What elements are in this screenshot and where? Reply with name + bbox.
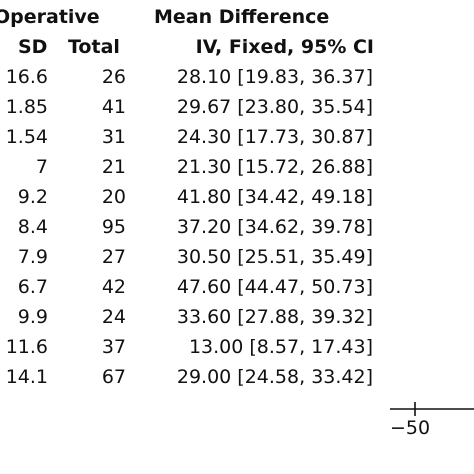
study-rows: 16.6 26 28.10 [19.83, 36.37] 1.85 41 29.67 [2… bbox=[0, 64, 474, 394]
mean-difference-value: 47.60 [44.47, 50.73] bbox=[176, 276, 373, 298]
total-value: 26 bbox=[101, 66, 126, 88]
sd-value: 9.9 bbox=[17, 306, 48, 328]
ci-column-header: IV, Fixed, 95% CI bbox=[195, 36, 374, 58]
mean-difference-value: 28.10 [19.83, 36.37] bbox=[176, 66, 373, 88]
axis-tick-label: −50 bbox=[390, 417, 431, 439]
total-value: 24 bbox=[101, 306, 126, 328]
study-row: 14.1 67 29.00 [24.58, 33.42] bbox=[0, 364, 474, 394]
total-value: 95 bbox=[101, 216, 126, 238]
total-value: 27 bbox=[101, 246, 126, 268]
total-value: 20 bbox=[101, 186, 126, 208]
sd-value: 16.6 bbox=[5, 66, 48, 88]
mean-difference-value: 24.30 [17.73, 30.87] bbox=[176, 126, 373, 148]
mean-difference-value: 29.00 [24.58, 33.42] bbox=[176, 366, 373, 388]
study-row: 9.9 24 33.60 [27.88, 39.32] bbox=[0, 304, 474, 334]
study-row: 1.54 31 24.30 [17.73, 30.87] bbox=[0, 124, 474, 154]
total-value: 42 bbox=[101, 276, 126, 298]
mean-difference-value: 37.20 [34.62, 39.78] bbox=[176, 216, 373, 238]
sd-value: 7 bbox=[35, 156, 48, 178]
column-group-header: Operative bbox=[0, 6, 100, 28]
sd-value: 11.6 bbox=[5, 336, 48, 358]
study-row: 6.7 42 47.60 [44.47, 50.73] bbox=[0, 274, 474, 304]
mean-difference-value: 29.67 [23.80, 35.54] bbox=[176, 96, 373, 118]
sd-value: 1.54 bbox=[5, 126, 48, 148]
mean-difference-value: 33.60 [27.88, 39.32] bbox=[176, 306, 373, 328]
sd-value: 1.85 bbox=[5, 96, 48, 118]
sd-value: 6.7 bbox=[17, 276, 48, 298]
total-value: 37 bbox=[101, 336, 126, 358]
mean-difference-value: 21.30 [15.72, 26.88] bbox=[176, 156, 373, 178]
sd-value: 8.4 bbox=[17, 216, 48, 238]
sd-value: 7.9 bbox=[17, 246, 48, 268]
study-row: 11.6 37 13.00 [8.57, 17.43] bbox=[0, 334, 474, 364]
mean-difference-value: 41.80 [34.42, 49.18] bbox=[176, 186, 373, 208]
study-row: 7 21 21.30 [15.72, 26.88] bbox=[0, 154, 474, 184]
total-value: 21 bbox=[101, 156, 126, 178]
sd-column-header: SD bbox=[18, 36, 48, 58]
sd-value: 14.1 bbox=[5, 366, 48, 388]
total-value: 31 bbox=[101, 126, 126, 148]
mean-difference-header: Mean Difference bbox=[154, 6, 330, 28]
total-value: 67 bbox=[101, 366, 126, 388]
total-value: 41 bbox=[101, 96, 126, 118]
study-row: 1.85 41 29.67 [23.80, 35.54] bbox=[0, 94, 474, 124]
sd-value: 9.2 bbox=[17, 186, 48, 208]
mean-difference-value: 30.50 [25.51, 35.49] bbox=[176, 246, 373, 268]
mean-difference-value: 13.00 [8.57, 17.43] bbox=[188, 336, 373, 358]
total-column-header: Total bbox=[68, 36, 120, 58]
study-row: 8.4 95 37.20 [34.62, 39.78] bbox=[0, 214, 474, 244]
study-row: 9.2 20 41.80 [34.42, 49.18] bbox=[0, 184, 474, 214]
study-row: 16.6 26 28.10 [19.83, 36.37] bbox=[0, 64, 474, 94]
study-row: 7.9 27 30.50 [25.51, 35.49] bbox=[0, 244, 474, 274]
